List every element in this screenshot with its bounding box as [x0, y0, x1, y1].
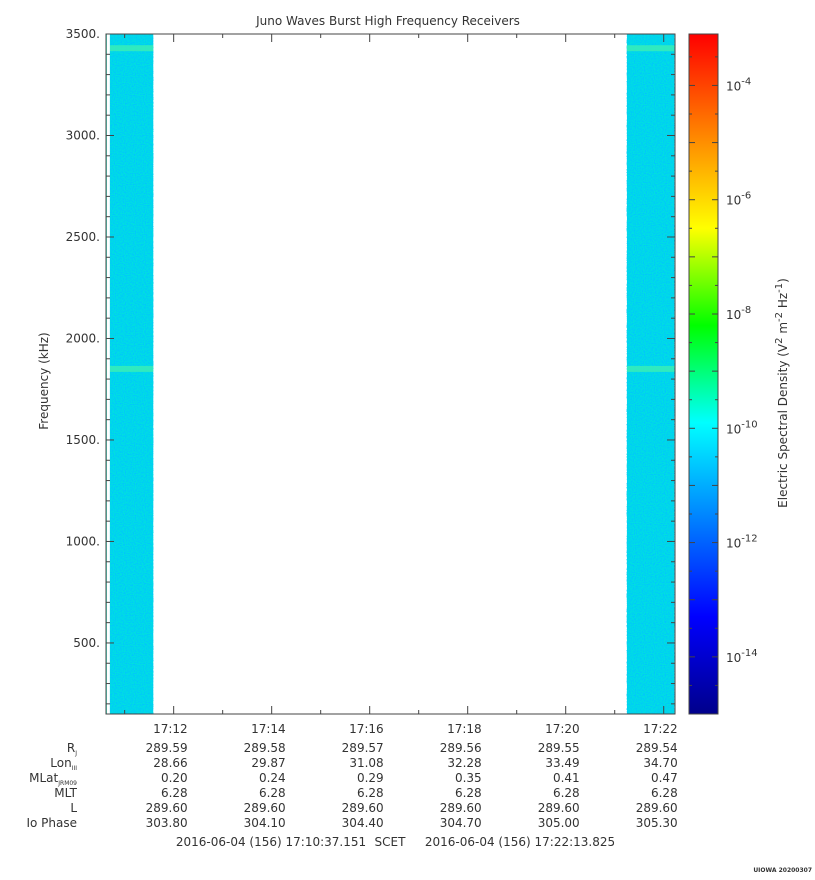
ephemeris-value: 304.40 [342, 816, 384, 830]
ephemeris-value: 28.66 [153, 756, 187, 770]
ephemeris-row-label-2: MLatJRM09 [29, 771, 77, 787]
ephemeris-value: 289.59 [146, 741, 188, 755]
footer-start-time: 2016-06-04 (156) 17:10:37.151 [176, 835, 366, 849]
colorbar-tick-label-3: 10-10 [726, 419, 758, 436]
colorbar-label: Electric Spectral Density (V2 m-2 Hz-1) [774, 278, 790, 508]
ephemeris-value: 305.00 [538, 816, 580, 830]
ephemeris-value: 289.55 [538, 741, 580, 755]
ephemeris-row-label-0: RJ [67, 741, 77, 757]
colorbar-tick-label-2: 10-8 [726, 305, 751, 322]
ephemeris-value: 6.28 [553, 786, 580, 800]
ephemeris-value: 305.30 [636, 816, 678, 830]
ephemeris-value: 0.24 [259, 771, 286, 785]
ephemeris-value: 0.20 [161, 771, 188, 785]
ephemeris-value: 6.28 [651, 786, 678, 800]
ephemeris-row-label-5: Io Phase [26, 816, 77, 830]
y-tick-label-5: 3000. [66, 128, 100, 142]
ephemeris-value: 32.28 [447, 756, 481, 770]
emission-band-0-0 [106, 365, 154, 372]
ephemeris-row-label-1: LonIII [50, 756, 77, 772]
x-tick-label-4: 17:20 [545, 722, 580, 736]
x-tick-label-5: 17:22 [643, 722, 678, 736]
ephemeris-value: 303.80 [146, 816, 188, 830]
colorbar-tick-label-5: 10-14 [726, 648, 758, 665]
ephemeris-value: 289.56 [440, 741, 482, 755]
ephemeris-value: 6.28 [259, 786, 286, 800]
y-tick-label-0: 500. [73, 636, 100, 650]
ephemeris-table: RJ 289.59 289.58 289.57 289.56 289.55 289.54 Lo… [26, 741, 677, 830]
colorbar [688, 33, 719, 715]
footer-scet-label: SCET [375, 835, 407, 849]
emission-band-0-1 [106, 45, 154, 52]
x-tick-label-2: 17:16 [349, 722, 384, 736]
ephemeris-value: 34.70 [643, 756, 677, 770]
ephemeris-value: 0.41 [553, 771, 580, 785]
y-tick-label-2: 1500. [66, 433, 100, 447]
y-axis-label: Frequency (kHz) [37, 332, 51, 429]
ephemeris-value: 0.47 [651, 771, 678, 785]
x-tick-label-1: 17:14 [251, 722, 286, 736]
ephemeris-value: 289.60 [538, 801, 580, 815]
y-tick-label-1: 1000. [66, 534, 100, 548]
colorbar-axis: 10-4 10-6 10-8 10-10 10-12 10-14 [689, 56, 758, 715]
ephemeris-row-label-3: MLT [54, 786, 77, 800]
plot-frame [105, 33, 676, 715]
ephemeris-value: 289.60 [146, 801, 188, 815]
ephemeris-value: 289.60 [342, 801, 384, 815]
colorbar-tick-label-1: 10-6 [726, 191, 751, 208]
ephemeris-value: 289.57 [342, 741, 384, 755]
ephemeris-value: 289.54 [636, 741, 678, 755]
ephemeris-value: 304.70 [440, 816, 482, 830]
ephemeris-value: 289.58 [244, 741, 286, 755]
x-tick-label-0: 17:12 [153, 722, 188, 736]
y-axis: 500. 1000. 1500. 2000. 2500. 3000. 3500. [66, 27, 675, 705]
ephemeris-value: 289.60 [636, 801, 678, 815]
ephemeris-value: 29.87 [251, 756, 285, 770]
colorbar-tick-label-4: 10-12 [726, 534, 758, 551]
credit-label: UIOWA 20200307 [753, 867, 812, 874]
spectrogram-plot-area [106, 34, 675, 714]
data-segment-noise-1 [626, 34, 675, 714]
ephemeris-value: 6.28 [455, 786, 482, 800]
ephemeris-value: 6.28 [357, 786, 384, 800]
y-tick-label-6: 3500. [66, 27, 100, 41]
ephemeris-value: 0.29 [357, 771, 384, 785]
ephemeris-value: 33.49 [545, 756, 579, 770]
ephemeris-value: 31.08 [349, 756, 383, 770]
data-gap-strip [106, 34, 110, 714]
y-tick-label-3: 2000. [66, 331, 100, 345]
ephemeris-value: 0.35 [455, 771, 482, 785]
emission-band-1-1 [626, 45, 675, 52]
ephemeris-value: 289.60 [440, 801, 482, 815]
chart-title: Juno Waves Burst High Frequency Receiver… [255, 14, 520, 28]
footer-end-time: 2016-06-04 (156) 17:22:13.825 [425, 835, 615, 849]
ephemeris-row-label-4: L [70, 801, 77, 815]
colorbar-tick-label-0: 10-4 [726, 76, 751, 93]
ephemeris-value: 289.60 [244, 801, 286, 815]
x-tick-label-3: 17:18 [447, 722, 482, 736]
x-axis: 17:12 17:14 17:16 17:18 17:20 17:22 [124, 34, 678, 736]
ephemeris-value: 6.28 [161, 786, 188, 800]
y-tick-label-4: 2500. [66, 230, 100, 244]
ephemeris-value: 304.10 [244, 816, 286, 830]
data-segment-noise-0 [106, 34, 154, 714]
emission-band-1-0 [626, 365, 675, 372]
